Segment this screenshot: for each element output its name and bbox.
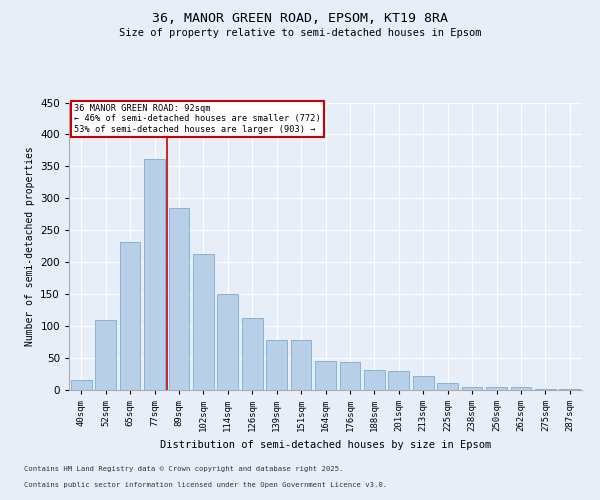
Bar [290,340,311,390]
Bar [144,158,165,390]
Text: Contains public sector information licensed under the Open Government Licence v3: Contains public sector information licen… [24,482,387,488]
Bar [437,383,458,390]
Bar [95,320,116,390]
Y-axis label: Number of semi-detached properties: Number of semi-detached properties [25,146,35,346]
Bar [266,340,287,390]
Bar [340,362,361,390]
Bar [413,376,434,390]
Text: Contains HM Land Registry data © Crown copyright and database right 2025.: Contains HM Land Registry data © Crown c… [24,466,343,472]
Bar [388,371,409,390]
Bar [461,388,482,390]
Bar [242,318,263,390]
Bar [119,242,140,390]
Bar [193,254,214,390]
Bar [486,388,507,390]
Bar [169,208,190,390]
Bar [71,380,92,390]
Bar [315,361,336,390]
Bar [511,387,532,390]
Text: Size of property relative to semi-detached houses in Epsom: Size of property relative to semi-detach… [119,28,481,38]
Bar [217,294,238,390]
X-axis label: Distribution of semi-detached houses by size in Epsom: Distribution of semi-detached houses by … [160,440,491,450]
Text: 36, MANOR GREEN ROAD, EPSOM, KT19 8RA: 36, MANOR GREEN ROAD, EPSOM, KT19 8RA [152,12,448,26]
Text: 36 MANOR GREEN ROAD: 92sqm
← 46% of semi-detached houses are smaller (772)
53% o: 36 MANOR GREEN ROAD: 92sqm ← 46% of semi… [74,104,321,134]
Bar [364,370,385,390]
